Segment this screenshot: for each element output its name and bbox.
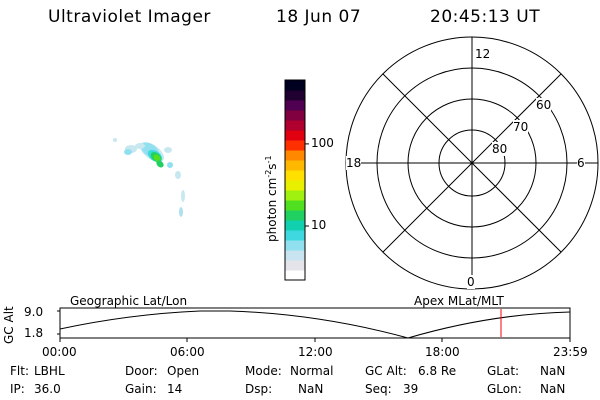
time-label: 20:45:13 UT <box>430 7 541 27</box>
mlt-label-0: 0 <box>467 275 475 289</box>
colorbar-cell <box>285 150 305 161</box>
colorbar-cell <box>285 100 305 111</box>
timeline-right-title: Apex MLat/MLT <box>414 294 504 308</box>
app-title: Ultraviolet Imager <box>48 7 211 27</box>
dsp-value: NaN <box>298 382 324 396</box>
colorbar-cell <box>285 210 305 221</box>
glon-label: GLon: <box>487 382 522 396</box>
gain-value: 14 <box>167 382 183 396</box>
colorbar-cell <box>285 260 305 271</box>
timeline-xtick-end: 23:59 <box>553 345 588 359</box>
timeline-xtick-0: 00:00 <box>42 345 77 359</box>
glat-value: NaN <box>540 364 566 378</box>
date-label: 18 Jun 07 <box>276 7 362 27</box>
colorbar-frame <box>284 79 306 281</box>
colorbar-cell <box>285 250 305 261</box>
colorbar-cell <box>285 140 305 151</box>
colorbar-cell <box>285 190 305 201</box>
timeline-xtick-6: 06:00 <box>170 345 205 359</box>
lat-label-70: 70 <box>513 120 529 134</box>
colorbar-cell <box>285 180 305 191</box>
colorbar-cell <box>285 80 305 91</box>
timeline-left-title: Geographic Lat/Lon <box>70 294 188 308</box>
mlt-label-12: 12 <box>474 47 492 61</box>
ip-value: 36.0 <box>34 382 61 396</box>
timeline-ytick-1-8: 1.8 <box>24 326 44 340</box>
gcalt-label: GC Alt: <box>365 364 407 378</box>
colorbar-cell <box>285 170 305 181</box>
seq-label: Seq: <box>365 382 392 396</box>
colorbar-cell <box>285 200 305 211</box>
timeline-ytick-9: 9.0 <box>24 305 44 319</box>
colorbar-cell <box>285 90 305 101</box>
colorbar-tick-label-100: 100 <box>311 135 334 150</box>
timeline-xtick-18: 18:00 <box>425 345 460 359</box>
glat-label: GLat: <box>487 364 520 378</box>
colorbar-tick-label-10: 10 <box>311 218 327 232</box>
polar-diagonal-2 <box>382 73 562 253</box>
altitude-curve <box>59 310 571 339</box>
colorbar-cell <box>285 270 305 281</box>
colorbar-cell <box>285 240 305 251</box>
colorbar-cell <box>285 160 305 171</box>
door-label: Door: <box>125 364 158 378</box>
colorbar-cell <box>285 220 305 231</box>
timeline-xtick-12: 12:00 <box>298 345 333 359</box>
mode-value: Normal <box>290 364 334 378</box>
lat-label-60: 60 <box>536 98 552 112</box>
timeline-frame <box>59 307 571 339</box>
colorbar-cell <box>285 230 305 241</box>
mlt-label-6: 6 <box>577 156 585 170</box>
colorbar-cell <box>285 110 305 121</box>
dsp-label: Dsp: <box>245 382 273 396</box>
mlt-label-18: 18 <box>346 156 362 170</box>
flt-value: LBHL <box>34 364 65 378</box>
flt-label: Flt: <box>10 364 29 378</box>
colorbar-cell <box>285 130 305 141</box>
mode-label: Mode: <box>245 364 282 378</box>
colorbar-cell <box>285 120 305 131</box>
seq-value: 39 <box>403 382 419 396</box>
glon-value: NaN <box>540 382 566 396</box>
gain-label: Gain: <box>125 382 157 396</box>
gcalt-value: 6.8 Re <box>418 364 457 378</box>
lat-label-80: 80 <box>492 142 508 156</box>
ip-label: IP: <box>10 382 25 396</box>
door-value: Open <box>167 364 200 378</box>
